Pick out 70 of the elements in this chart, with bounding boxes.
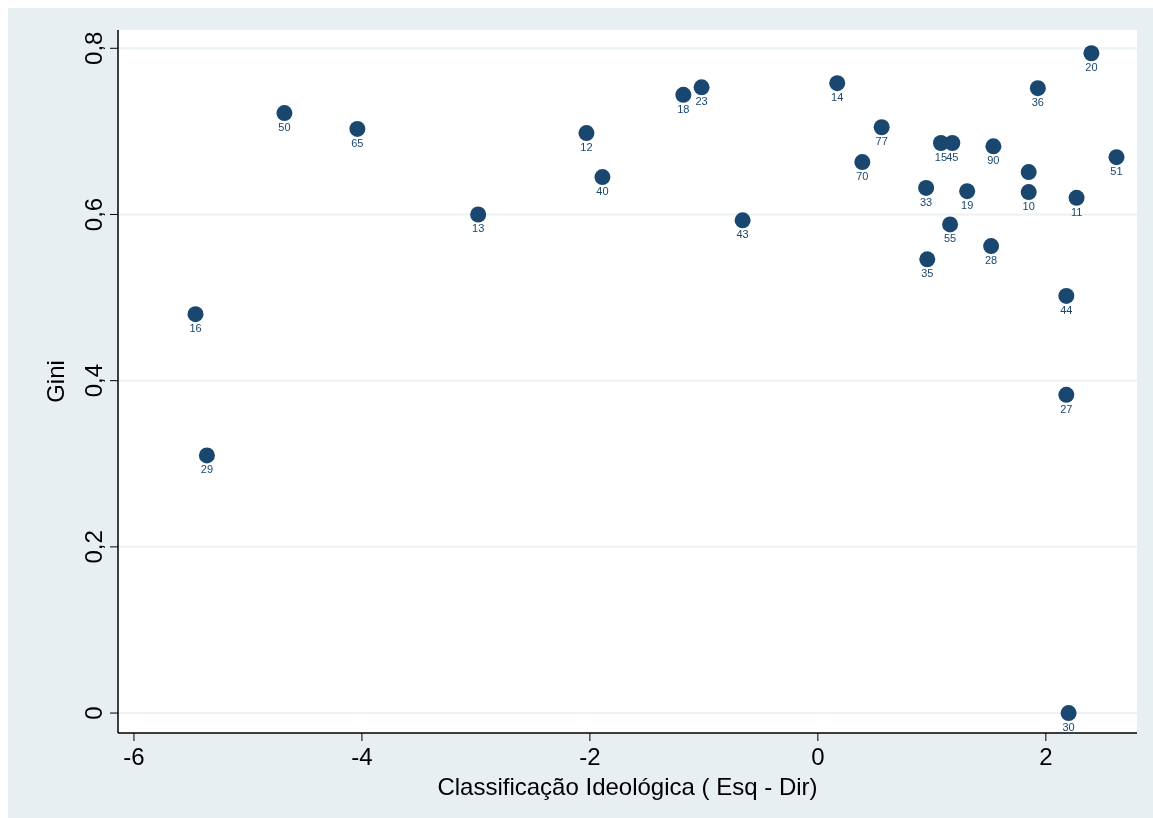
point (944, 135, 961, 152)
x-tick-label: 0 (811, 743, 825, 770)
annotation: 33 (920, 195, 933, 208)
x-tick-label: -2 (579, 743, 601, 770)
y-axis-title: Gini (42, 360, 69, 403)
x-axis-title: Classificação Ideológica ( Esq - Dir) (437, 773, 818, 800)
point (349, 120, 366, 137)
annotation: 19 (961, 199, 974, 212)
point (919, 251, 936, 268)
annotation: 65 (351, 136, 364, 149)
point (187, 306, 204, 323)
annotation: 51 (1110, 165, 1123, 178)
point (873, 119, 890, 136)
point (675, 86, 692, 103)
annotation: 90 (987, 154, 1000, 167)
x-tick-label: -4 (351, 743, 373, 770)
annotation: 16 (189, 322, 202, 335)
x-tick-label: 2 (1039, 743, 1053, 770)
y-tick-label: 0,8 (80, 31, 107, 65)
annotation: 14 (831, 91, 844, 104)
y-tick-label: 0,6 (80, 197, 107, 232)
annotation: 13 (472, 222, 485, 235)
annotation: 20 (1085, 61, 1098, 74)
point (1058, 386, 1075, 403)
annotation: 45 (946, 151, 959, 164)
point (470, 206, 487, 223)
annotation: 70 (856, 170, 869, 183)
annotation: 28 (984, 254, 998, 267)
annotation: 12 (580, 141, 593, 154)
point (693, 79, 710, 96)
point (985, 138, 1002, 155)
annotation: 10 (1022, 200, 1035, 213)
point (1058, 287, 1075, 304)
annotation: 36 (1031, 96, 1044, 109)
point (959, 183, 976, 200)
x-tick-label: -6 (123, 743, 145, 770)
point (1060, 705, 1077, 722)
point (594, 169, 611, 186)
point (1108, 149, 1125, 166)
annotation: 44 (1060, 303, 1073, 316)
annotation: 18 (677, 102, 690, 115)
y-tick-label: 0,2 (80, 530, 107, 564)
point (1020, 164, 1037, 181)
annotation: 29 (200, 463, 214, 476)
point (1068, 189, 1085, 206)
y-tick-label: 0 (80, 706, 107, 720)
annotation: 40 (596, 185, 609, 198)
point (829, 75, 846, 92)
point (854, 154, 871, 171)
annotation: 23 (695, 95, 708, 108)
point (1083, 45, 1100, 62)
annotation: 77 (875, 135, 888, 148)
y-tick-label: 0,4 (80, 363, 107, 398)
point (734, 212, 751, 229)
annotation: 30 (1062, 721, 1075, 734)
annotation: 35 (921, 267, 934, 280)
point (198, 447, 215, 464)
point (918, 179, 935, 196)
point (1020, 184, 1037, 201)
point (578, 125, 595, 142)
point (983, 238, 1000, 255)
point (276, 105, 293, 122)
annotation: 11 (1070, 205, 1083, 218)
annotation: 50 (278, 121, 291, 134)
annotation: 43 (736, 228, 749, 241)
point (1029, 80, 1046, 97)
annotation: 15 (934, 151, 948, 164)
annotation: 55 (943, 232, 957, 245)
point (942, 216, 959, 233)
annotation: 27 (1060, 402, 1073, 415)
